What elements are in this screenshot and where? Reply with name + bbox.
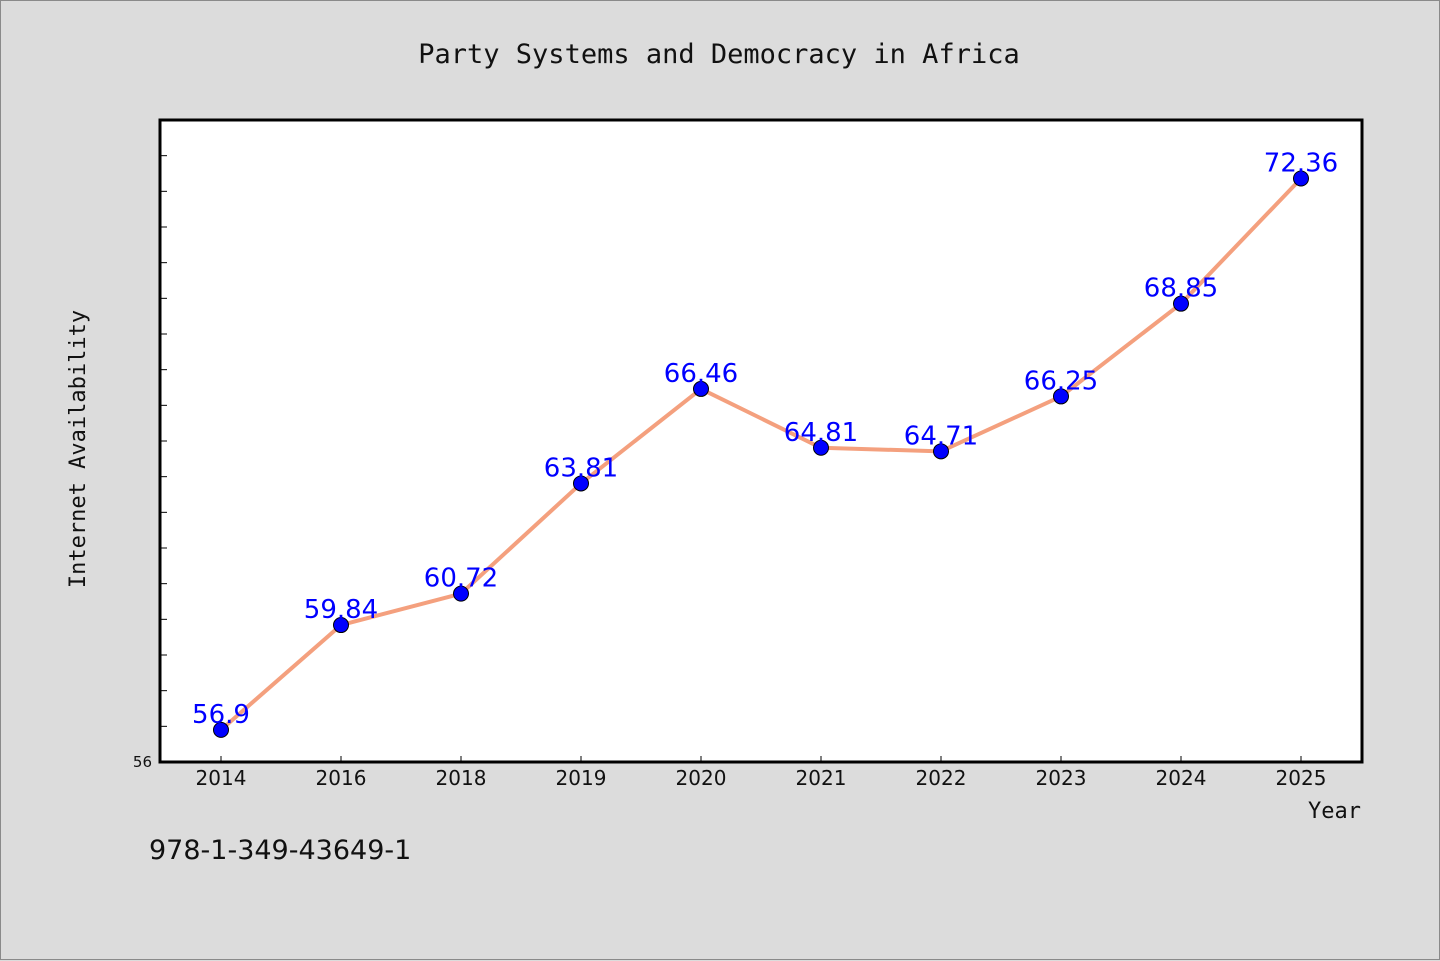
x-tick-label: 2016 bbox=[316, 766, 367, 790]
data-label: 72.36 bbox=[1264, 148, 1338, 178]
chart-title: Party Systems and Democracy in Africa bbox=[418, 39, 1019, 70]
y-tick-label: 56 bbox=[133, 753, 152, 771]
x-tick-label: 2021 bbox=[796, 766, 847, 790]
data-label: 59.84 bbox=[304, 595, 378, 625]
data-point bbox=[1053, 388, 1069, 405]
data-point bbox=[933, 443, 949, 460]
data-label: 64.81 bbox=[784, 418, 858, 448]
data-point bbox=[1173, 295, 1189, 312]
data-label: 66.25 bbox=[1024, 366, 1098, 396]
data-point bbox=[573, 475, 589, 492]
data-label: 66.46 bbox=[664, 359, 738, 389]
data-point bbox=[693, 380, 709, 397]
plot-area bbox=[158, 118, 1364, 764]
data-label: 60.72 bbox=[424, 564, 498, 594]
x-axis-ticks: 2014 2016 2018 2019 2020 2021 2022 2023 2024 2025 bbox=[196, 756, 1327, 790]
series-group: 56.9 59.84 60.72 63.81 66.46 64.81 64.71 66.25 6… bbox=[192, 148, 1338, 738]
data-point bbox=[453, 585, 469, 602]
y-axis-ticks: 56 bbox=[133, 155, 167, 771]
data-point bbox=[1293, 170, 1309, 187]
data-point bbox=[813, 439, 829, 456]
footer-isbn: 978-1-349-43649-1 bbox=[149, 835, 412, 866]
x-tick-label: 2014 bbox=[196, 766, 247, 790]
x-tick-label: 2020 bbox=[676, 766, 727, 790]
x-tick-label: 2022 bbox=[916, 766, 967, 790]
x-tick-label: 2025 bbox=[1276, 766, 1327, 790]
x-tick-label: 2024 bbox=[1156, 766, 1207, 790]
x-tick-label: 2023 bbox=[1036, 766, 1087, 790]
data-point bbox=[333, 617, 349, 634]
data-label: 63.81 bbox=[544, 453, 618, 483]
x-tick-label: 2018 bbox=[436, 766, 487, 790]
x-axis-title: Year bbox=[1308, 799, 1361, 824]
data-point bbox=[213, 721, 229, 738]
data-label: 68.85 bbox=[1144, 274, 1218, 304]
y-axis-title: Internet Availability bbox=[66, 310, 91, 588]
series-line bbox=[219, 176, 1303, 732]
data-label: 64.71 bbox=[904, 421, 978, 451]
x-tick-label: 2019 bbox=[556, 766, 607, 790]
data-label: 56.9 bbox=[192, 700, 250, 730]
